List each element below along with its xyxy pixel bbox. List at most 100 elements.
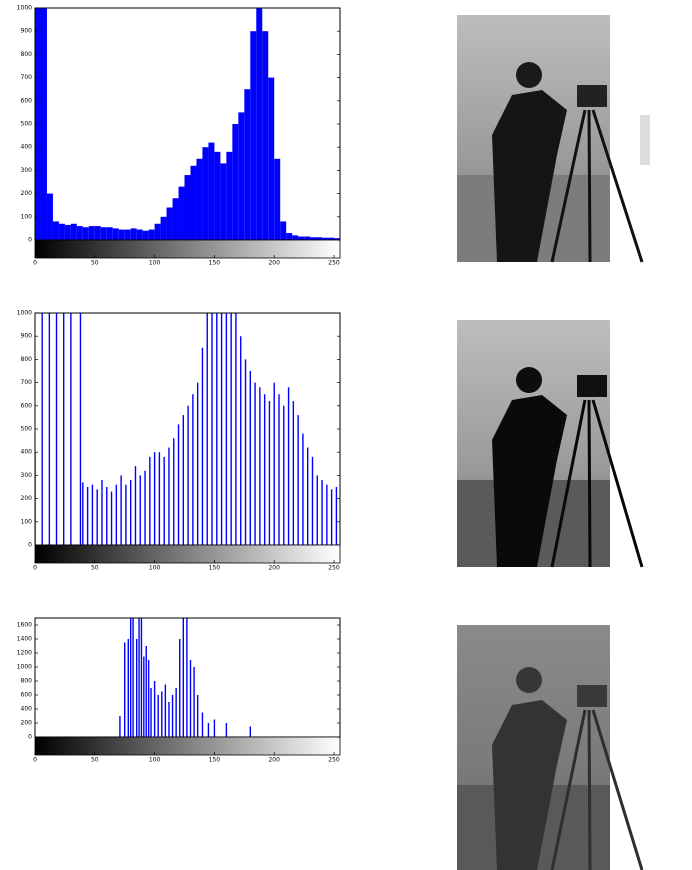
bar xyxy=(172,198,179,240)
bar xyxy=(100,227,107,240)
y-tick-label: 600 xyxy=(21,97,33,104)
bar xyxy=(244,89,251,240)
bar xyxy=(268,77,275,240)
image-original xyxy=(457,15,650,263)
x-tick-label: 100 xyxy=(149,757,161,764)
x-tick-label: 150 xyxy=(209,757,221,764)
colorbar xyxy=(34,239,341,259)
x-tick-label: 250 xyxy=(328,757,340,764)
x-tick-label: 50 xyxy=(91,565,99,572)
y-tick-label: 1000 xyxy=(17,664,32,671)
x-tick-label: 0 xyxy=(33,260,37,267)
bar xyxy=(64,224,71,240)
bar xyxy=(196,158,203,240)
y-tick-label: 600 xyxy=(21,692,33,699)
y-tick-label: 100 xyxy=(21,213,33,220)
bar xyxy=(226,151,233,240)
y-tick-label: 1200 xyxy=(17,650,32,657)
x-tick-label: 150 xyxy=(209,260,221,267)
image-low-contrast xyxy=(457,625,644,870)
y-tick-label: 200 xyxy=(21,495,33,502)
bar xyxy=(328,237,335,240)
bar xyxy=(334,238,340,240)
bar xyxy=(88,226,95,240)
bar xyxy=(262,31,269,240)
bar xyxy=(35,8,41,240)
y-tick-label: 800 xyxy=(21,678,33,685)
y-tick-label: 500 xyxy=(21,121,33,128)
bar xyxy=(202,147,209,240)
bar xyxy=(46,193,53,240)
histogram-panel: 0 100 200 300 400 500 600 700 800 900 1000 0 50 100 15… xyxy=(17,5,341,267)
bar xyxy=(76,226,83,240)
bar xyxy=(256,8,263,240)
x-tick-label: 100 xyxy=(149,260,161,267)
bar xyxy=(52,221,59,240)
y-tick-label: 400 xyxy=(21,144,33,151)
x-tick-label: 100 xyxy=(149,565,161,572)
marks xyxy=(35,313,338,545)
x-tick-label: 50 xyxy=(91,260,99,267)
bar xyxy=(184,175,191,240)
bar xyxy=(154,223,161,240)
y-tick-label: 0 xyxy=(28,734,32,741)
y-tick-label: 1000 xyxy=(17,5,32,12)
y-tick-label: 1600 xyxy=(17,622,32,629)
x-tick-label: 150 xyxy=(209,565,221,572)
y-tick-label: 1400 xyxy=(17,636,32,643)
bar xyxy=(124,229,131,240)
bar xyxy=(214,151,221,240)
bar xyxy=(106,227,113,240)
x-tick-label: 200 xyxy=(268,260,280,267)
y-tick-label: 100 xyxy=(21,518,33,525)
bar xyxy=(82,227,89,240)
bar xyxy=(250,31,257,240)
bar xyxy=(136,229,143,240)
y-tick-label: 600 xyxy=(21,402,33,409)
bar xyxy=(220,163,227,240)
bar xyxy=(208,142,215,240)
x-tick-label: 0 xyxy=(33,565,37,572)
bar xyxy=(238,112,245,240)
bar xyxy=(166,207,173,240)
bar xyxy=(316,237,323,240)
bar xyxy=(322,237,329,240)
bar xyxy=(118,229,125,240)
x-tick-label: 250 xyxy=(328,260,340,267)
bar xyxy=(112,228,119,240)
bar xyxy=(148,229,155,240)
y-tick-label: 800 xyxy=(21,51,33,58)
bar xyxy=(310,237,317,240)
bar xyxy=(292,235,299,240)
histogram-panel: 0 100 200 300 400 500 600 700 800 900 1000 0 50 100 15… xyxy=(17,310,341,572)
y-tick-label: 400 xyxy=(21,706,33,713)
y-tick-label: 200 xyxy=(21,190,33,197)
y-tick-label: 700 xyxy=(21,74,33,81)
y-tick-label: 900 xyxy=(21,28,33,35)
bar xyxy=(280,221,287,240)
histogram-panel: 0 200 400 600 800 1000 1200 1400 1600 0 50 100 150 20… xyxy=(17,617,341,764)
y-tick-label: 300 xyxy=(21,167,33,174)
image-equalized xyxy=(457,320,644,568)
bar xyxy=(160,216,167,240)
bar xyxy=(298,236,305,240)
y-tick-label: 500 xyxy=(21,426,33,433)
y-tick-label: 400 xyxy=(21,449,33,456)
x-tick-label: 50 xyxy=(91,757,99,764)
bar xyxy=(190,165,197,240)
bar xyxy=(142,230,149,240)
bar xyxy=(286,233,293,240)
x-tick-label: 0 xyxy=(33,757,37,764)
bar xyxy=(274,158,281,240)
y-tick-label: 0 xyxy=(28,237,32,244)
x-tick-label: 250 xyxy=(328,565,340,572)
y-tick-label: 1000 xyxy=(17,310,32,317)
colorbar xyxy=(34,544,341,564)
colorbar xyxy=(34,736,341,756)
x-tick-label: 200 xyxy=(268,757,280,764)
bar xyxy=(304,236,311,240)
marks xyxy=(119,618,251,737)
bar xyxy=(40,8,47,240)
